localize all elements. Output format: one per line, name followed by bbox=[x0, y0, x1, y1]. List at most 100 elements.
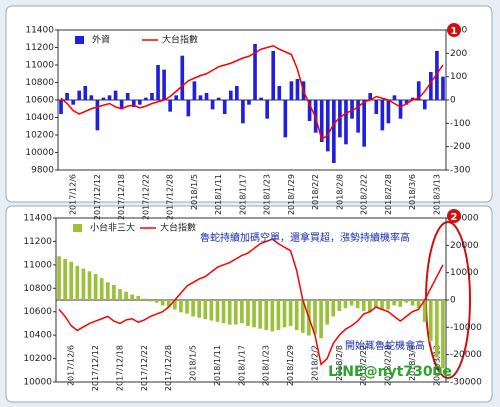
x-tick-label: 2018/2/28 bbox=[384, 174, 393, 215]
bar bbox=[233, 300, 238, 325]
y-tick-label: 11000 bbox=[25, 61, 54, 71]
bar bbox=[59, 100, 63, 114]
bar bbox=[240, 300, 244, 324]
y-tick-label: 10800 bbox=[25, 78, 54, 88]
bar bbox=[174, 95, 179, 100]
bar bbox=[136, 295, 141, 300]
bar bbox=[246, 300, 250, 326]
y-tick-label: 10600 bbox=[23, 307, 52, 317]
bar bbox=[350, 100, 354, 119]
y2-tick-label: 20000 bbox=[450, 241, 479, 251]
bar bbox=[168, 100, 172, 112]
y2-tick-label: 0 bbox=[450, 96, 456, 106]
bar bbox=[166, 300, 171, 307]
bar bbox=[410, 300, 415, 306]
bar bbox=[87, 271, 92, 300]
bar bbox=[93, 274, 98, 300]
bar bbox=[374, 100, 379, 114]
bar bbox=[241, 100, 245, 124]
bar bbox=[63, 259, 67, 300]
bar bbox=[142, 298, 147, 300]
bar bbox=[362, 100, 366, 147]
y2-tick-label: -10000 bbox=[450, 323, 482, 333]
bar bbox=[185, 300, 189, 314]
bar bbox=[69, 261, 74, 300]
badge bbox=[447, 209, 461, 223]
bar bbox=[332, 100, 336, 163]
bar bbox=[319, 300, 323, 339]
bar bbox=[130, 294, 134, 300]
y2-tick-label: 200 bbox=[450, 49, 467, 59]
bar bbox=[386, 100, 391, 124]
bar bbox=[75, 265, 80, 300]
bar bbox=[374, 300, 378, 309]
bar bbox=[435, 300, 439, 358]
bar bbox=[125, 93, 130, 100]
bar bbox=[112, 284, 116, 300]
bar bbox=[313, 300, 317, 335]
bar bbox=[392, 300, 397, 306]
y-tick-label: 10400 bbox=[23, 331, 52, 341]
bar bbox=[65, 93, 69, 100]
y2-tick-label: 0 bbox=[450, 296, 456, 306]
x-tick-label: 2018/2/22 bbox=[360, 174, 369, 215]
y-tick-label: 10200 bbox=[25, 131, 54, 141]
y2-tick-label: -100 bbox=[450, 119, 471, 129]
bar bbox=[252, 300, 256, 328]
bar bbox=[228, 90, 233, 100]
bar bbox=[276, 300, 281, 331]
bar bbox=[380, 100, 385, 131]
bar bbox=[258, 300, 262, 329]
bar bbox=[277, 86, 282, 100]
bar bbox=[154, 300, 159, 303]
bar bbox=[186, 100, 191, 117]
bar bbox=[192, 81, 197, 100]
bar bbox=[422, 300, 427, 322]
bar bbox=[416, 300, 421, 309]
x-tick-label: 2018/3/6 bbox=[408, 345, 417, 381]
bar bbox=[356, 100, 360, 133]
bar bbox=[259, 97, 263, 100]
x-tick-label: 2018/2/8 bbox=[335, 174, 344, 210]
bar bbox=[227, 300, 232, 325]
x-tick-label: 2017/12/22 bbox=[140, 345, 149, 391]
bar bbox=[300, 300, 305, 333]
badge-label: 2 bbox=[451, 212, 458, 223]
x-tick-label: 2018/2/8 bbox=[335, 345, 344, 381]
line bbox=[60, 44, 444, 141]
legend-swatch bbox=[75, 36, 84, 44]
bar bbox=[204, 93, 209, 100]
x-tick-label: 2018/1/5 bbox=[189, 345, 198, 381]
bar bbox=[428, 300, 433, 341]
bar bbox=[319, 100, 324, 142]
x-tick-label: 2018/1/5 bbox=[190, 174, 199, 210]
bar bbox=[337, 300, 342, 311]
x-tick-label: 2018/1/29 bbox=[286, 345, 295, 386]
bar bbox=[289, 81, 294, 100]
bar bbox=[294, 300, 299, 331]
bar bbox=[138, 100, 142, 105]
bar bbox=[398, 300, 403, 307]
bar bbox=[160, 300, 165, 306]
y-tick-label: 10800 bbox=[23, 284, 52, 294]
x-tick-label: 2017/12/6 bbox=[69, 174, 78, 215]
x-tick-label: 2017/12/22 bbox=[141, 174, 150, 220]
x-tick-label: 2018/1/17 bbox=[237, 345, 246, 386]
bar bbox=[210, 100, 215, 110]
bar bbox=[416, 81, 421, 100]
legend-label: 外資 bbox=[92, 34, 110, 46]
bar bbox=[344, 100, 348, 145]
bar bbox=[253, 44, 257, 100]
bar bbox=[180, 55, 185, 100]
x-tick-label: 2017/12/12 bbox=[93, 174, 102, 220]
bar bbox=[343, 300, 348, 309]
bar bbox=[81, 268, 86, 300]
bar bbox=[410, 97, 415, 100]
y-tick-label: 10400 bbox=[25, 113, 54, 123]
bar bbox=[162, 69, 166, 100]
line bbox=[58, 238, 444, 366]
x-tick-label: 2018/1/11 bbox=[213, 345, 222, 386]
bar bbox=[270, 300, 275, 332]
